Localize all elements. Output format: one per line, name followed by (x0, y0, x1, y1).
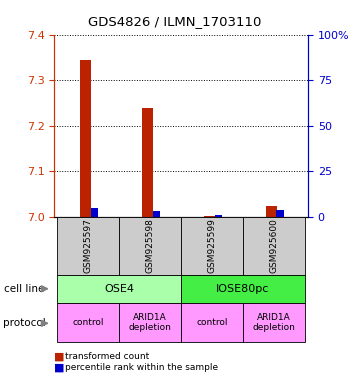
Bar (181, 275, 305, 303)
Bar (276, 210, 284, 217)
Text: transformed count: transformed count (65, 352, 149, 361)
Text: GDS4826 / ILMN_1703110: GDS4826 / ILMN_1703110 (88, 15, 262, 28)
Bar (215, 215, 222, 217)
Text: GSM925599: GSM925599 (208, 218, 217, 273)
Text: ARID1A
depletion: ARID1A depletion (252, 313, 295, 332)
Bar (57, 217, 119, 275)
Text: ■: ■ (54, 351, 65, 361)
Bar (119, 303, 181, 342)
Text: control: control (72, 318, 104, 327)
Text: OSE4: OSE4 (104, 284, 134, 294)
Bar (57, 303, 119, 342)
Text: GSM925598: GSM925598 (146, 218, 155, 273)
Bar (91, 208, 98, 217)
Text: protocol: protocol (4, 318, 46, 328)
Bar (142, 108, 153, 217)
Text: control: control (196, 318, 228, 327)
Text: GSM925597: GSM925597 (84, 218, 93, 273)
Bar (80, 60, 91, 217)
Text: percentile rank within the sample: percentile rank within the sample (65, 363, 218, 372)
Text: ■: ■ (54, 363, 65, 373)
Bar (243, 303, 305, 342)
Bar (57, 275, 181, 303)
Text: ARID1A
depletion: ARID1A depletion (129, 313, 172, 332)
Text: GSM925600: GSM925600 (270, 218, 279, 273)
Bar (181, 217, 243, 275)
Bar (153, 212, 160, 217)
Bar (266, 205, 277, 217)
Bar (119, 217, 181, 275)
Bar (243, 217, 305, 275)
Bar (181, 303, 243, 342)
Bar (204, 215, 215, 217)
Text: IOSE80pc: IOSE80pc (216, 284, 270, 294)
Text: cell line: cell line (4, 284, 44, 294)
